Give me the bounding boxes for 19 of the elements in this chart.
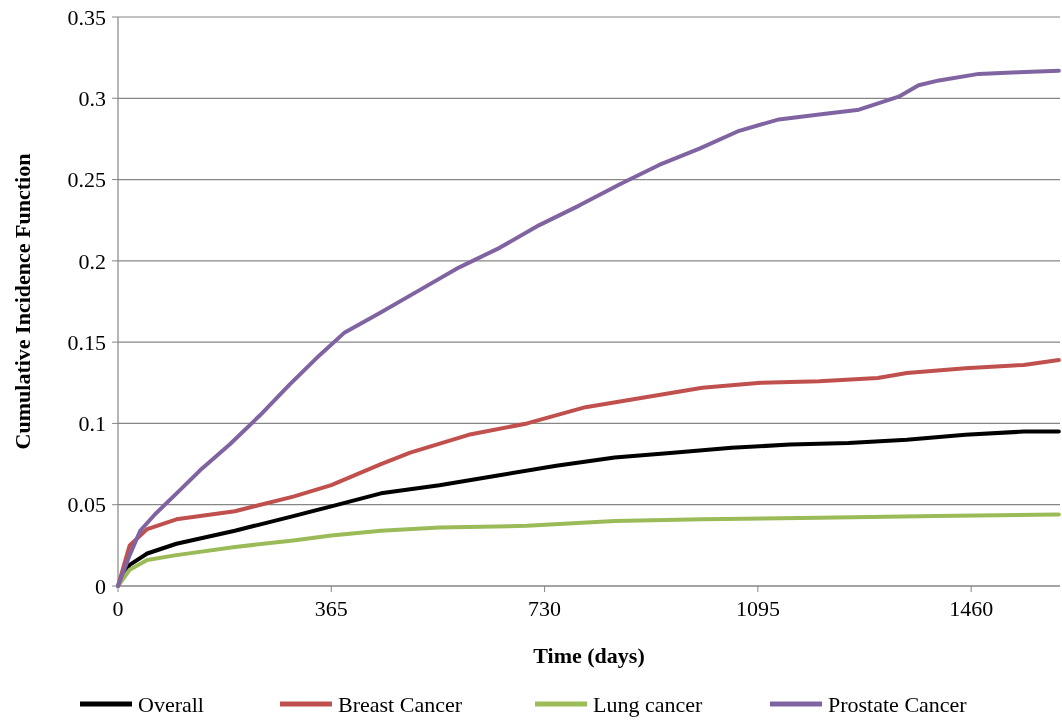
y-tick-label: 0.35: [67, 4, 106, 30]
y-tick-label: 0.1: [78, 411, 106, 437]
x-tick-label: 0: [112, 596, 124, 621]
x-tick-label: 730: [528, 596, 562, 621]
y-tick-label: 0: [95, 573, 106, 599]
legend-label: Lung cancer: [593, 691, 703, 717]
x-axis-title: Time (days): [533, 643, 645, 668]
y-tick-label: 0.25: [67, 167, 106, 193]
legend-label: Breast Cancer: [338, 691, 463, 717]
x-tick-label: 1460: [949, 596, 994, 621]
legend-label: Prostate Cancer: [828, 691, 968, 717]
legend-label: Overall: [138, 691, 204, 717]
y-tick-label: 0.2: [78, 248, 106, 274]
y-axis-title: Cumulative Incidence Function: [10, 153, 35, 450]
y-tick-label: 0.15: [67, 329, 106, 355]
x-tick-label: 365: [314, 596, 348, 621]
y-tick-label: 0.05: [67, 492, 106, 518]
x-tick-label: 1095: [735, 596, 780, 621]
y-tick-label: 0.3: [78, 85, 106, 111]
